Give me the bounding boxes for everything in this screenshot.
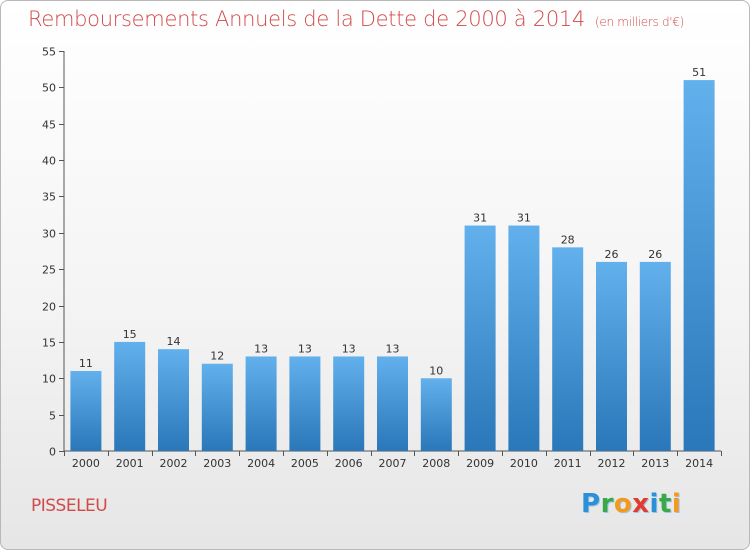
- chart-title: Remboursements Annuels de la Dette de 20…: [28, 7, 684, 31]
- x-tick-label: 2007: [379, 457, 407, 470]
- bar: [596, 261, 627, 451]
- y-tick-label: 0: [49, 446, 56, 459]
- bar: [464, 225, 496, 451]
- data-label: 10: [429, 364, 443, 377]
- bar: [639, 261, 671, 451]
- logo-letter: t: [658, 489, 672, 519]
- data-label: 15: [123, 328, 137, 341]
- proxiti-logo: Proxiti: [581, 489, 681, 519]
- bar: [70, 371, 102, 451]
- commune-name: PISSELEU: [31, 496, 108, 516]
- data-label: 51: [692, 66, 706, 79]
- logo-letter: i: [671, 489, 682, 519]
- y-tick-label: 30: [42, 228, 56, 241]
- data-label: 13: [342, 342, 356, 355]
- bar: [245, 356, 277, 451]
- data-label: 26: [605, 248, 619, 261]
- data-label: 28: [561, 233, 575, 246]
- data-label: 12: [210, 350, 224, 363]
- x-tick-label: 2003: [203, 457, 231, 470]
- data-label: 31: [473, 212, 487, 225]
- x-tick-label: 2013: [641, 457, 669, 470]
- x-tick-label: 2000: [72, 457, 100, 470]
- bar: [114, 341, 146, 451]
- x-tick-label: 2001: [116, 457, 144, 470]
- x-tick-label: 2014: [685, 457, 713, 470]
- unit-label: (en milliers d'€): [595, 15, 685, 29]
- y-tick-label: 20: [42, 301, 56, 314]
- logo-letter: o: [613, 489, 633, 519]
- x-tick-label: 2004: [247, 457, 275, 470]
- x-tick-label: 2011: [554, 457, 582, 470]
- data-label: 11: [79, 357, 93, 370]
- x-tick-label: 2009: [466, 457, 494, 470]
- y-tick-label: 25: [42, 264, 56, 277]
- title-text: Remboursements Annuels de la Dette de 20…: [28, 7, 585, 31]
- logo-letter: P: [581, 489, 601, 519]
- data-label: 13: [254, 342, 268, 355]
- bar: [289, 356, 321, 451]
- y-tick-label: 40: [42, 155, 56, 168]
- logo-letter: x: [632, 489, 650, 519]
- x-tick-label: 2005: [291, 457, 319, 470]
- y-tick-label: 50: [42, 82, 56, 95]
- bar: [158, 349, 189, 451]
- bar: [201, 363, 233, 451]
- y-tick-label: 5: [49, 410, 56, 423]
- bar: [420, 378, 452, 451]
- x-tick-label: 2010: [510, 457, 538, 470]
- x-tick-label: 2006: [335, 457, 363, 470]
- data-label: 14: [167, 335, 181, 348]
- x-tick-label: 2002: [160, 457, 188, 470]
- y-tick-label: 55: [42, 46, 56, 59]
- logo-letter: r: [600, 489, 614, 519]
- bar: [508, 225, 540, 451]
- data-label: 13: [386, 342, 400, 355]
- data-label: 13: [298, 342, 312, 355]
- x-tick-label: 2012: [598, 457, 626, 470]
- data-label: 26: [648, 248, 662, 261]
- bar: [683, 80, 715, 451]
- bars: 11 15 14 12 13 13 13 13 10 31 31 28 26 26 51: [70, 66, 715, 451]
- y-tick-label: 45: [42, 119, 56, 132]
- bar: [333, 356, 365, 451]
- x-tick-label: 2008: [422, 457, 450, 470]
- y-tick-label: 35: [42, 191, 56, 204]
- bar: [552, 247, 584, 451]
- data-label: 31: [517, 212, 531, 225]
- y-tick-label: 15: [42, 337, 56, 350]
- y-tick-label: 10: [42, 373, 56, 386]
- logo-letter: i: [649, 489, 659, 519]
- axes: 0 5 10 15 20 25 30 35 40 45 50 55 2000 2001 2002 2003 20…: [42, 46, 722, 470]
- bar: [377, 356, 408, 451]
